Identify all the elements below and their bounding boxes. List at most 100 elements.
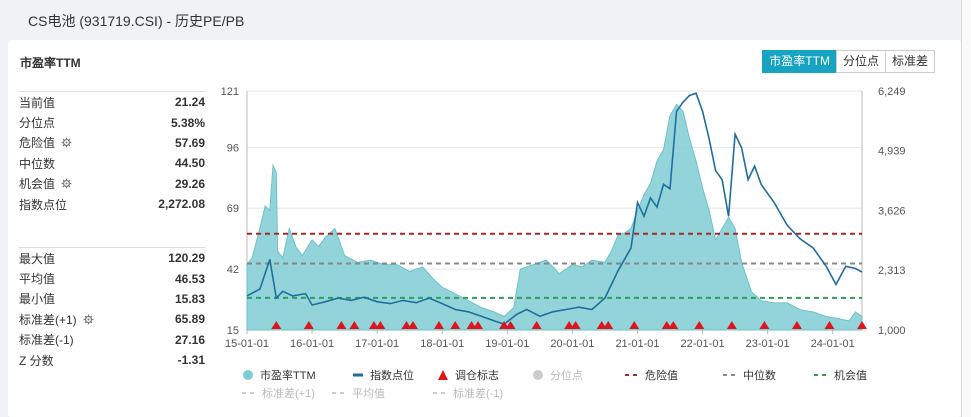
rebalance-marker	[499, 321, 510, 329]
gear-icon[interactable]	[61, 178, 72, 189]
rebalance-marker	[629, 321, 640, 329]
stat-label-text: 标准差(+1)	[19, 312, 77, 327]
stat-label: 分位点	[19, 114, 55, 131]
stat-value: -1.31	[177, 353, 205, 368]
stat-row: 标准差(+1) 65.89	[19, 309, 205, 329]
stat-label: 中位数	[19, 155, 55, 172]
pe-chart: 15 42 69 96 121 1,000 2,313 3,626 4,939 6,249 15-0…	[221, 86, 906, 350]
rebalance-marker	[596, 321, 607, 329]
stat-label: 机会值	[19, 175, 72, 192]
legend-marker-icon	[242, 392, 254, 394]
legend-item[interactable]: 标准差(-1)	[433, 385, 503, 401]
legend-item[interactable]: 危险值	[625, 367, 678, 383]
stat-label-text: 当前值	[19, 95, 56, 110]
rebalance-marker	[303, 321, 314, 329]
legend-item[interactable]: 分位点	[532, 367, 583, 383]
stat-row: 危险值 57.69	[19, 133, 205, 153]
stat-label: 指数点位	[19, 196, 67, 213]
legend-marker-icon	[438, 370, 448, 380]
stat-row: 平均值 46.53	[19, 268, 205, 288]
legend-marker-icon	[332, 392, 344, 394]
stat-value: 65.89	[174, 312, 205, 327]
legend-marker-icon	[243, 370, 253, 380]
legend-label: 危险值	[645, 370, 678, 382]
stat-label-text: 平均值	[19, 272, 56, 287]
stat-label: 危险值	[19, 134, 72, 151]
rebalance-marker	[726, 321, 737, 329]
legend-label: 调仓标志	[455, 370, 499, 382]
rebalance-marker	[668, 321, 679, 329]
legend-item[interactable]: 调仓标志	[437, 367, 499, 383]
x-tick: 23-01-01	[746, 338, 790, 350]
legend-label: 机会值	[834, 370, 867, 382]
rebalance-marker	[564, 321, 575, 329]
legend-marker-icon	[433, 392, 445, 394]
y-tick-right: 2,313	[878, 265, 906, 277]
rebalance-marker	[368, 321, 379, 329]
stat-value: 2,272.08	[158, 197, 205, 212]
y-tick-left: 15	[227, 325, 239, 337]
y-tick-left: 96	[227, 142, 239, 154]
top-bar: CS电池 (931719.CSI) - 历史PE/PB	[0, 0, 971, 38]
y-tick-right: 4,939	[878, 146, 906, 158]
stat-label-text: 最小值	[19, 292, 56, 307]
stat-row: 分位点 5.38%	[19, 112, 205, 132]
stat-label-text: 标准差(-1)	[19, 333, 74, 348]
pe-ttm-button[interactable]: 市盈率TTM	[762, 50, 837, 73]
gear-icon[interactable]	[61, 137, 72, 148]
x-tick: 22-01-01	[681, 338, 725, 350]
rebalance-marker	[603, 321, 614, 329]
stat-value: 21.24	[174, 95, 205, 110]
rebalance-marker	[791, 321, 802, 329]
rebalance-marker	[473, 321, 484, 329]
x-tick: 19-01-01	[485, 338, 529, 350]
legend-item[interactable]: 平均值	[332, 385, 385, 401]
index-line	[246, 92, 863, 325]
legend-marker-icon	[625, 374, 637, 376]
y-tick-right: 1,000	[878, 325, 906, 337]
stat-row: 中位数 44.50	[19, 153, 205, 173]
gear-icon[interactable]	[83, 314, 94, 325]
x-tick: 20-01-01	[550, 338, 594, 350]
y-tick-left: 69	[227, 203, 239, 215]
rebalance-marker	[349, 321, 360, 329]
stat-label: 标准差(+1)	[19, 311, 94, 328]
stats-top: 当前值 21.24 分位点 5.38% 危险值 57.69 中位数 44.50 机会值 29.26…	[19, 91, 205, 214]
std-dev-button[interactable]: 标准差	[884, 50, 935, 73]
rebalance-marker	[433, 321, 444, 329]
stat-label-text: 指数点位	[19, 197, 68, 212]
stat-row: 最小值 15.83	[19, 289, 205, 309]
x-tick: 17-01-01	[355, 338, 399, 350]
right-scroll-edge	[961, 0, 971, 417]
stat-label: 最大值	[19, 250, 55, 267]
stat-row: 当前值 21.24	[19, 92, 205, 112]
legend-item[interactable]: 指数点位	[352, 367, 414, 383]
legend-marker-icon	[723, 374, 735, 376]
rebalance-marker	[401, 321, 412, 329]
legend-label: 市盈率TTM	[260, 370, 316, 382]
legend-item[interactable]: 标准差(+1)	[242, 385, 315, 401]
rebalance-marker	[407, 321, 418, 329]
stat-value: 27.16	[174, 332, 205, 347]
legend-item[interactable]: 机会值	[814, 367, 867, 383]
rebalance-marker	[375, 321, 386, 329]
y-tick-left: 121	[221, 86, 239, 98]
y-tick-right: 3,626	[878, 205, 906, 217]
stat-value: 15.83	[174, 291, 205, 306]
stat-label: 平均值	[19, 270, 55, 287]
y-tick-right: 6,249	[878, 86, 906, 98]
percentile-button[interactable]: 分位点	[835, 50, 886, 73]
stat-label-text: 危险值	[19, 136, 56, 151]
legend-item[interactable]: 市盈率TTM	[242, 367, 316, 383]
rebalance-marker	[661, 321, 672, 329]
stat-label-text: 中位数	[19, 156, 56, 171]
legend-item[interactable]: 中位数	[723, 367, 776, 383]
stat-label: 当前值	[19, 94, 55, 111]
stat-label: 最小值	[19, 290, 55, 307]
legend-label: 标准差(+1)	[262, 388, 315, 400]
rebalance-marker	[759, 321, 770, 329]
legend-marker-icon	[533, 370, 543, 380]
stat-value: 46.53	[174, 271, 205, 286]
y-tick-left: 42	[227, 264, 239, 276]
card-title: 市盈率TTM	[20, 56, 81, 70]
